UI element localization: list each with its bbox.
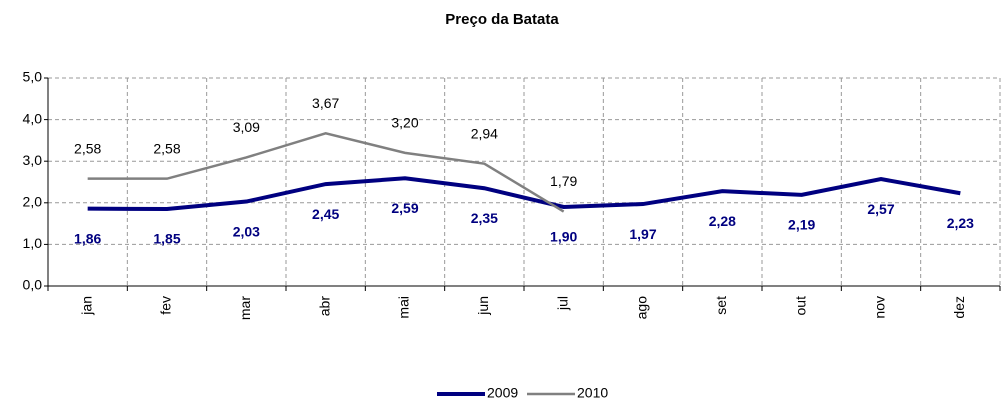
data-label: 2,23 — [947, 215, 974, 231]
y-tick-label: 5,0 — [23, 69, 43, 85]
x-tick-label: fev — [158, 296, 174, 315]
data-label: 3,67 — [312, 95, 339, 111]
legend-label: 2010 — [577, 385, 608, 401]
x-tick-label: dez — [951, 296, 967, 319]
data-label: 1,85 — [153, 231, 180, 247]
x-tick-label: jul — [554, 296, 570, 311]
data-label: 1,79 — [550, 173, 577, 189]
data-label: 2,57 — [867, 201, 894, 217]
data-label: 2,59 — [391, 200, 418, 216]
x-tick-label: jan — [78, 296, 94, 316]
data-label: 3,20 — [391, 115, 418, 131]
y-tick-label: 1,0 — [23, 235, 43, 251]
x-tick-label: mai — [396, 296, 412, 319]
chart-title: Preço da Batata — [445, 11, 559, 28]
data-label: 2,03 — [233, 223, 260, 239]
data-label: 2,58 — [74, 140, 101, 156]
data-label: 2,28 — [709, 213, 736, 229]
data-label: 2,58 — [153, 140, 180, 156]
data-label: 3,09 — [233, 119, 260, 135]
x-tick-label: jun — [475, 296, 491, 316]
y-tick-label: 3,0 — [23, 152, 43, 168]
y-tick-label: 2,0 — [23, 194, 43, 210]
y-tick-label: 4,0 — [23, 110, 43, 126]
data-label: 1,86 — [74, 230, 101, 246]
data-label: 1,97 — [629, 226, 656, 242]
x-tick-label: mar — [237, 296, 253, 320]
data-label: 1,90 — [550, 229, 577, 245]
series-line — [87, 176, 961, 212]
data-label: 2,19 — [788, 217, 815, 233]
series-line — [87, 132, 565, 213]
x-tick-label: out — [792, 296, 808, 316]
data-label: 2,45 — [312, 206, 339, 222]
x-tick-label: abr — [316, 296, 332, 317]
y-tick-label: 0,0 — [23, 277, 43, 293]
legend-label: 2009 — [487, 385, 518, 401]
x-tick-label: set — [713, 296, 729, 315]
data-label: 2,94 — [471, 125, 498, 141]
x-tick-label: ago — [634, 296, 650, 320]
x-tick-label: nov — [872, 296, 888, 319]
data-label: 2,35 — [471, 210, 498, 226]
